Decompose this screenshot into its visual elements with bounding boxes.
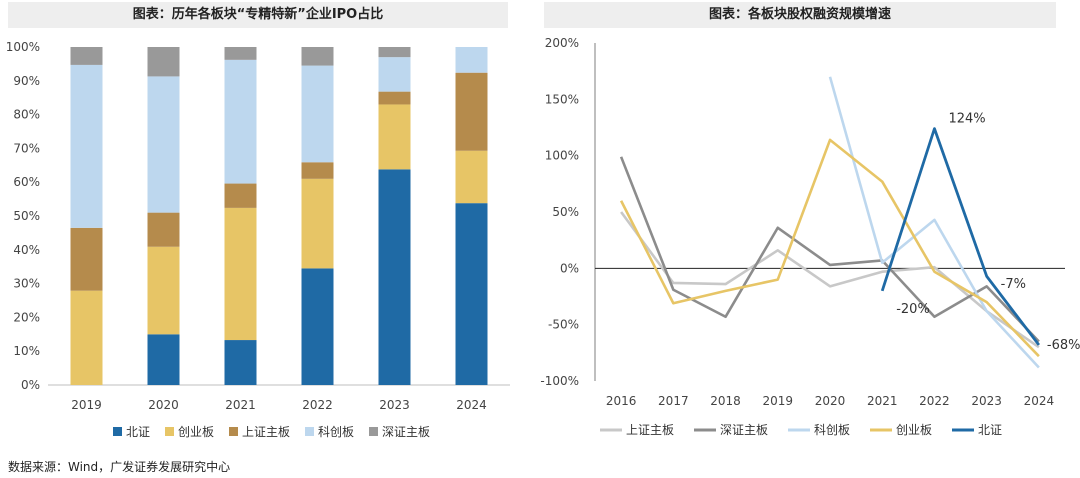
- y-tick-label: 90%: [13, 74, 40, 88]
- y-tick-label: -50%: [548, 318, 579, 332]
- line-chart-title: 图表：各板块股权融资规模增速: [544, 2, 1056, 28]
- y-tick-label: 100%: [545, 149, 579, 163]
- x-tick-label: 2020: [148, 398, 179, 412]
- legend-label: 北证: [126, 425, 150, 439]
- series-line: [828, 76, 1040, 369]
- x-tick-label: 2023: [971, 394, 1002, 408]
- x-tick-label: 2019: [763, 394, 794, 408]
- y-tick-label: 20%: [13, 310, 40, 324]
- bar-segment: [378, 47, 411, 58]
- series-line: [620, 211, 1040, 349]
- y-tick-label: 10%: [13, 344, 40, 358]
- y-tick-label: 40%: [13, 243, 40, 257]
- bar-segment: [378, 57, 411, 92]
- legend-swatch: [165, 427, 174, 436]
- x-tick-label: 2021: [225, 398, 256, 412]
- data-label: -68%: [1047, 338, 1080, 353]
- bar-segment: [147, 47, 180, 77]
- bar-segment: [301, 65, 334, 163]
- bar-segment: [147, 334, 180, 385]
- y-tick-label: -100%: [540, 374, 579, 388]
- legend-label: 深证主板: [720, 423, 768, 437]
- y-tick-label: 100%: [6, 40, 40, 54]
- x-tick-label: 2019: [71, 398, 102, 412]
- bar-segment: [378, 104, 411, 170]
- bar-segment: [70, 227, 103, 291]
- x-tick-label: 2023: [379, 398, 410, 412]
- legend-label: 上证主板: [242, 425, 290, 439]
- bar-segment: [301, 162, 334, 179]
- legend-label: 深证主板: [382, 425, 430, 439]
- bar-segment: [70, 290, 103, 385]
- data-label: -20%: [896, 302, 930, 317]
- bar-segment: [147, 212, 180, 247]
- y-tick-label: 50%: [552, 205, 579, 219]
- x-tick-label: 2018: [710, 394, 741, 408]
- legend-swatch: [305, 427, 314, 436]
- bar-segment: [455, 150, 488, 204]
- bar-segment: [147, 76, 180, 213]
- bar-segment: [301, 178, 334, 269]
- bar-segment: [455, 203, 488, 385]
- y-tick-label: 0%: [560, 261, 579, 275]
- ipo-share-chart-panel: 图表：历年各板块“专精特新”企业IPO占比 0% 10% 20% 30% 40% 50% 6…: [0, 0, 520, 455]
- y-tick-label: 70%: [13, 141, 40, 155]
- financing-growth-chart-panel: 图表：各板块股权融资规模增速 -100% -50% 0% 50% 100% 150% 200…: [540, 0, 1080, 455]
- x-tick-label: 2022: [302, 398, 333, 412]
- series-line: [880, 127, 1041, 346]
- bar-segment: [224, 183, 257, 208]
- x-tick-label: 2020: [815, 394, 846, 408]
- x-tick-label: 2016: [606, 394, 637, 408]
- y-tick-label: 200%: [545, 36, 579, 50]
- legend-label: 科创板: [814, 423, 850, 437]
- y-tick-label: 0%: [21, 378, 40, 392]
- legend-label: 科创板: [318, 425, 354, 439]
- stacked-bar-chart: 0% 10% 20% 30% 40% 50% 60% 70% 80% 90% 100% 2019 202…: [6, 40, 510, 439]
- y-tick-label: 80%: [13, 108, 40, 122]
- bar-segment: [455, 72, 488, 151]
- legend-label: 上证主板: [626, 423, 674, 437]
- x-tick-label: 2024: [1024, 394, 1055, 408]
- bar-segment: [147, 246, 180, 335]
- bar-segment: [378, 91, 411, 105]
- bar-segment: [301, 268, 334, 385]
- bar-segment: [301, 47, 334, 66]
- bar-segment: [224, 207, 257, 341]
- y-tick-label: 60%: [13, 175, 40, 189]
- x-tick-label: 2024: [456, 398, 487, 412]
- bar-chart-title: 图表：历年各板块“专精特新”企业IPO占比: [8, 2, 508, 28]
- bar-segment: [224, 59, 257, 184]
- legend-swatch: [229, 427, 238, 436]
- legend-label: 创业板: [178, 425, 214, 439]
- legend-swatch: [113, 427, 122, 436]
- series-line: [619, 138, 1040, 358]
- y-tick-label: 30%: [13, 277, 40, 291]
- source-note: 数据来源：Wind，广发证券发展研究中心: [8, 460, 231, 474]
- legend-label: 创业板: [896, 423, 932, 437]
- bar-segment: [224, 340, 257, 385]
- data-label: -7%: [1001, 277, 1026, 292]
- legend-swatch: [369, 427, 378, 436]
- legend-label: 北证: [978, 423, 1002, 437]
- x-tick-label: 2021: [867, 394, 898, 408]
- y-tick-label: 50%: [13, 209, 40, 223]
- bar-segment: [224, 47, 257, 60]
- y-tick-label: 150%: [545, 92, 579, 106]
- bar-segment: [378, 169, 411, 385]
- bar-segment: [455, 47, 488, 73]
- bar-segment: [70, 47, 103, 65]
- x-tick-label: 2022: [919, 394, 950, 408]
- data-label: 124%: [948, 112, 985, 127]
- line-chart: -100% -50% 0% 50% 100% 150% 200% 2016 2017 2018 20…: [540, 36, 1080, 437]
- x-tick-label: 2017: [658, 394, 689, 408]
- bar-segment: [70, 64, 103, 228]
